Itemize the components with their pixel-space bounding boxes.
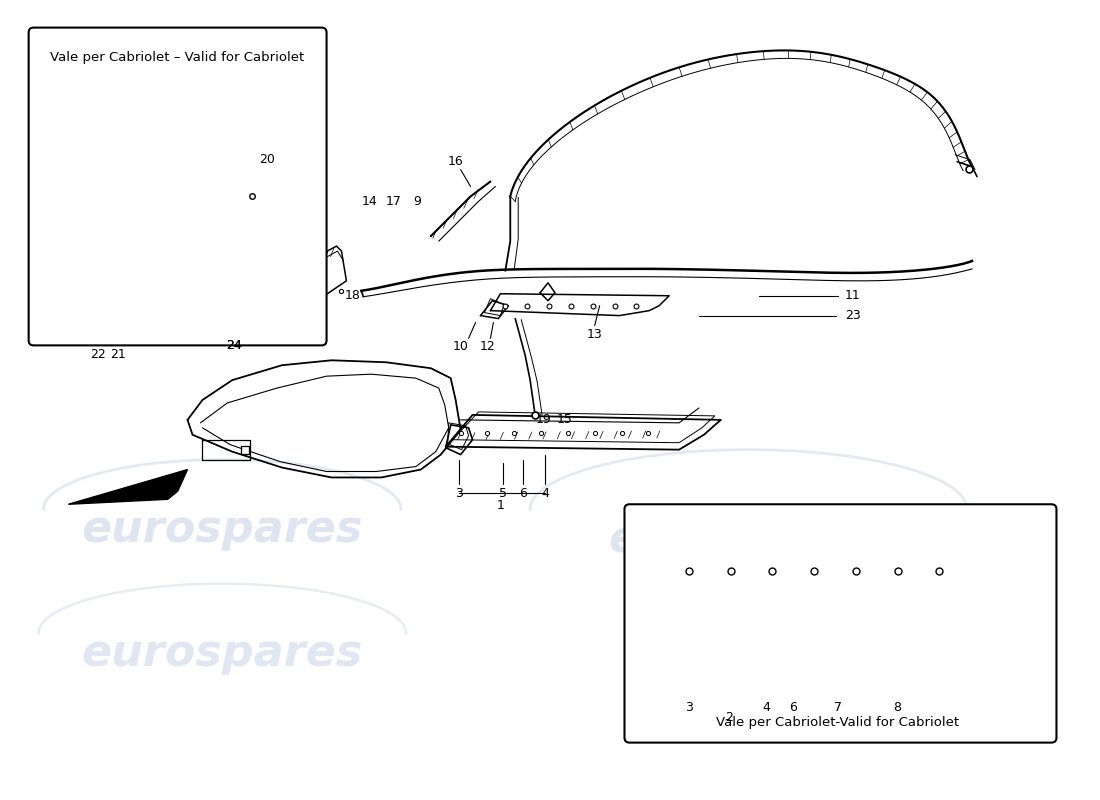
Polygon shape bbox=[68, 470, 187, 504]
Text: 1: 1 bbox=[496, 498, 504, 512]
FancyBboxPatch shape bbox=[29, 28, 327, 346]
Text: 4: 4 bbox=[541, 487, 549, 500]
Text: 18: 18 bbox=[344, 290, 361, 302]
Text: eurospares: eurospares bbox=[81, 632, 363, 674]
Text: 4: 4 bbox=[762, 702, 770, 714]
Text: eurospares: eurospares bbox=[608, 518, 889, 561]
Text: 23: 23 bbox=[845, 309, 861, 322]
Text: 3: 3 bbox=[685, 702, 693, 714]
Text: 17: 17 bbox=[386, 195, 402, 208]
FancyBboxPatch shape bbox=[625, 504, 1056, 742]
Text: 11: 11 bbox=[845, 290, 861, 302]
Text: 6: 6 bbox=[790, 702, 798, 714]
Text: 24: 24 bbox=[227, 339, 242, 352]
Text: Vale per Cabriolet-Valid for Cabriolet: Vale per Cabriolet-Valid for Cabriolet bbox=[716, 716, 959, 730]
Text: 7: 7 bbox=[834, 702, 842, 714]
Text: 19: 19 bbox=[536, 414, 551, 426]
Text: 14: 14 bbox=[362, 195, 377, 208]
Text: 6: 6 bbox=[519, 487, 527, 500]
Text: 13: 13 bbox=[586, 328, 603, 341]
Text: 21: 21 bbox=[110, 348, 125, 361]
Text: 10: 10 bbox=[453, 340, 469, 353]
Text: 5: 5 bbox=[499, 487, 507, 500]
Text: 16: 16 bbox=[448, 155, 463, 168]
Text: eurospares: eurospares bbox=[81, 507, 363, 550]
Text: 2: 2 bbox=[725, 711, 733, 724]
Text: 9: 9 bbox=[412, 195, 421, 208]
Text: 12: 12 bbox=[480, 340, 495, 353]
Text: 3: 3 bbox=[454, 487, 463, 500]
Text: Vale per Cabriolet – Valid for Cabriolet: Vale per Cabriolet – Valid for Cabriolet bbox=[51, 51, 305, 64]
Text: 20: 20 bbox=[258, 153, 275, 166]
Text: 8: 8 bbox=[893, 702, 902, 714]
Text: 15: 15 bbox=[557, 414, 573, 426]
Text: 22: 22 bbox=[90, 348, 106, 361]
Text: 24: 24 bbox=[227, 339, 242, 352]
